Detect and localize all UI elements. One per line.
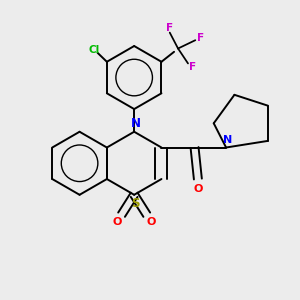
Text: F: F — [166, 23, 173, 33]
Text: O: O — [193, 184, 203, 194]
Text: O: O — [113, 218, 122, 227]
Text: N: N — [223, 135, 232, 145]
Text: F: F — [197, 33, 204, 43]
Text: O: O — [146, 218, 155, 227]
Text: Cl: Cl — [88, 45, 100, 55]
Text: N: N — [130, 117, 140, 130]
Text: S: S — [131, 197, 140, 210]
Text: F: F — [189, 62, 196, 72]
